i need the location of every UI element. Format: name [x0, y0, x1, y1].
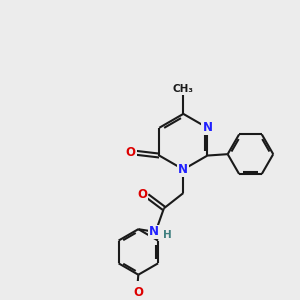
- Text: N: N: [178, 163, 188, 176]
- Text: O: O: [126, 146, 136, 159]
- Text: N: N: [149, 225, 159, 239]
- Text: O: O: [137, 188, 147, 201]
- Text: CH₃: CH₃: [173, 84, 194, 94]
- Text: H: H: [163, 230, 172, 240]
- Text: N: N: [202, 121, 212, 134]
- Text: O: O: [133, 286, 143, 299]
